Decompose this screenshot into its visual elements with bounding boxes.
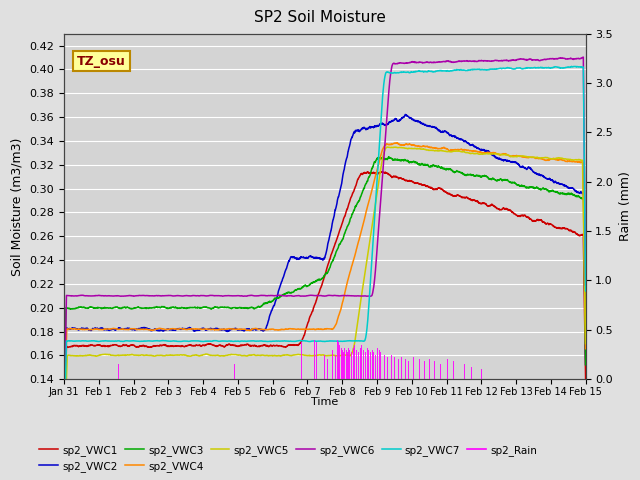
- sp2_VWC5: [438, 148, 445, 154]
- sp2_VWC2: [438, 130, 445, 135]
- sp2_VWC6: [60, 418, 68, 424]
- sp2_VWC3: [60, 419, 68, 425]
- sp2_VWC2: [576, 190, 584, 196]
- Y-axis label: Raim (mm): Raim (mm): [619, 171, 632, 241]
- sp2_VWC6: [392, 61, 399, 67]
- sp2_VWC7: [471, 66, 479, 72]
- sp2_VWC4: [471, 148, 479, 154]
- sp2_VWC2: [582, 361, 589, 367]
- sp2_VWC1: [60, 443, 68, 449]
- sp2_VWC7: [502, 65, 509, 71]
- sp2_VWC4: [392, 140, 399, 146]
- sp2_VWC3: [167, 305, 175, 311]
- Line: sp2_VWC3: sp2_VWC3: [64, 157, 586, 422]
- sp2_VWC5: [582, 341, 589, 347]
- Line: sp2_VWC5: sp2_VWC5: [64, 147, 586, 451]
- Legend: sp2_VWC1, sp2_VWC2, sp2_VWC3, sp2_VWC4, sp2_VWC5, sp2_VWC6, sp2_VWC7, sp2_Rain: sp2_VWC1, sp2_VWC2, sp2_VWC3, sp2_VWC4, …: [40, 445, 537, 472]
- sp2_VWC3: [576, 194, 584, 200]
- Y-axis label: Soil Moisture (m3/m3): Soil Moisture (m3/m3): [11, 137, 24, 276]
- sp2_VWC5: [392, 144, 399, 150]
- X-axis label: Time: Time: [311, 397, 339, 407]
- sp2_VWC2: [392, 116, 399, 121]
- sp2_VWC4: [438, 145, 445, 151]
- sp2_VWC7: [572, 63, 579, 69]
- sp2_VWC5: [576, 157, 584, 163]
- sp2_VWC4: [582, 346, 589, 352]
- sp2_VWC3: [502, 177, 510, 183]
- sp2_VWC1: [438, 186, 445, 192]
- Line: sp2_VWC1: sp2_VWC1: [64, 172, 586, 446]
- sp2_VWC1: [582, 377, 589, 383]
- sp2_VWC6: [576, 56, 584, 61]
- sp2_VWC1: [471, 198, 479, 204]
- Text: TZ_osu: TZ_osu: [77, 55, 126, 68]
- sp2_VWC4: [394, 140, 401, 146]
- sp2_VWC6: [438, 59, 445, 65]
- sp2_VWC4: [576, 159, 584, 165]
- Text: SP2 Soil Moisture: SP2 Soil Moisture: [254, 10, 386, 24]
- sp2_VWC5: [502, 152, 510, 157]
- sp2_VWC4: [502, 151, 510, 157]
- Line: sp2_VWC6: sp2_VWC6: [64, 57, 586, 421]
- sp2_VWC2: [60, 430, 68, 436]
- sp2_VWC1: [378, 169, 386, 175]
- sp2_VWC2: [401, 111, 409, 117]
- sp2_VWC6: [579, 54, 587, 60]
- Line: sp2_VWC2: sp2_VWC2: [64, 114, 586, 433]
- sp2_VWC1: [576, 233, 584, 239]
- sp2_VWC1: [167, 343, 175, 349]
- sp2_VWC7: [582, 288, 589, 294]
- sp2_VWC5: [471, 151, 479, 156]
- sp2_VWC7: [167, 338, 175, 344]
- sp2_VWC5: [60, 448, 68, 454]
- sp2_VWC2: [471, 144, 479, 149]
- sp2_VWC5: [383, 144, 391, 150]
- sp2_VWC3: [471, 173, 479, 179]
- Line: sp2_VWC7: sp2_VWC7: [64, 66, 586, 444]
- sp2_VWC1: [502, 206, 510, 212]
- sp2_VWC3: [392, 157, 399, 163]
- sp2_VWC3: [438, 164, 445, 170]
- sp2_VWC2: [502, 157, 510, 163]
- sp2_VWC7: [438, 68, 445, 73]
- sp2_VWC7: [576, 64, 584, 70]
- sp2_VWC7: [392, 70, 399, 76]
- sp2_VWC6: [167, 293, 175, 299]
- sp2_VWC3: [582, 362, 589, 368]
- sp2_VWC6: [471, 58, 479, 64]
- sp2_VWC6: [582, 282, 589, 288]
- sp2_VWC1: [392, 173, 399, 179]
- sp2_VWC6: [502, 58, 509, 63]
- sp2_VWC4: [60, 432, 68, 438]
- Line: sp2_VWC4: sp2_VWC4: [64, 143, 586, 435]
- sp2_VWC5: [167, 352, 175, 358]
- sp2_VWC3: [385, 154, 392, 160]
- sp2_VWC4: [167, 326, 175, 332]
- sp2_VWC2: [167, 326, 175, 332]
- sp2_VWC7: [60, 441, 68, 446]
